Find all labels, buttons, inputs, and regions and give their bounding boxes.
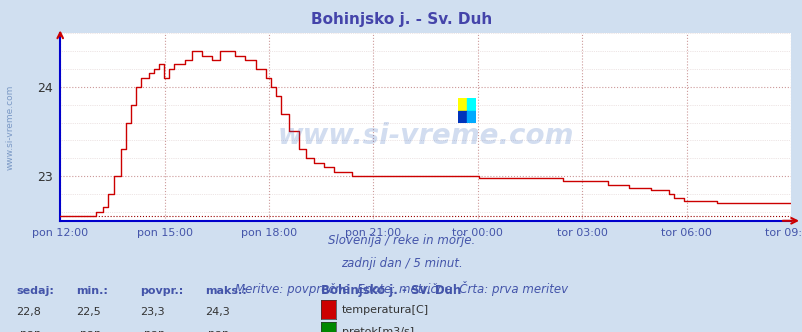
Text: temperatura[C]: temperatura[C]: [342, 305, 428, 315]
Text: 24,3: 24,3: [205, 307, 229, 317]
Text: Slovenija / reke in morje.: Slovenija / reke in morje.: [327, 234, 475, 247]
Text: www.si-vreme.com: www.si-vreme.com: [6, 84, 15, 170]
Text: Bohinjsko j. - Sv. Duh: Bohinjsko j. - Sv. Duh: [321, 284, 461, 297]
Text: -nan: -nan: [16, 329, 41, 332]
Text: -nan: -nan: [140, 329, 165, 332]
Text: Bohinjsko j. - Sv. Duh: Bohinjsko j. - Sv. Duh: [310, 12, 492, 27]
Bar: [458, 111, 467, 123]
Text: 22,8: 22,8: [16, 307, 41, 317]
Text: sedaj:: sedaj:: [16, 286, 54, 296]
Text: 22,5: 22,5: [76, 307, 101, 317]
Text: -nan: -nan: [76, 329, 101, 332]
Text: 23,3: 23,3: [140, 307, 165, 317]
Text: povpr.:: povpr.:: [140, 286, 184, 296]
Text: maks.:: maks.:: [205, 286, 246, 296]
Bar: [458, 98, 467, 111]
Text: min.:: min.:: [76, 286, 108, 296]
Text: www.si-vreme.com: www.si-vreme.com: [277, 123, 573, 150]
Bar: [467, 111, 476, 123]
Text: pretok[m3/s]: pretok[m3/s]: [342, 327, 414, 332]
Text: Meritve: povprečne  Enote: metrične  Črta: prva meritev: Meritve: povprečne Enote: metrične Črta:…: [235, 281, 567, 295]
Text: zadnji dan / 5 minut.: zadnji dan / 5 minut.: [340, 257, 462, 270]
Text: -nan: -nan: [205, 329, 229, 332]
Bar: [467, 98, 476, 111]
